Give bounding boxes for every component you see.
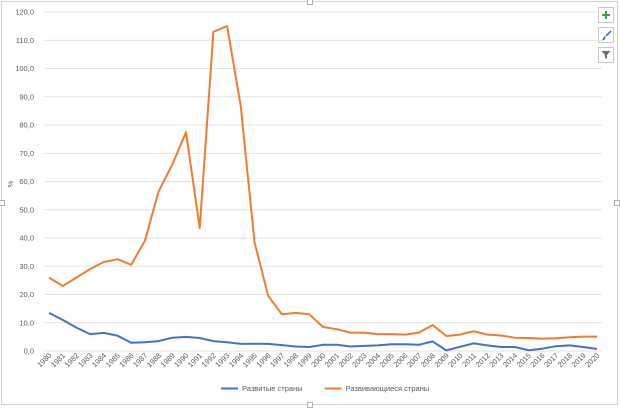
y-tick-label: 20,0 [19,290,34,299]
legend-entry-0: Развитые страны [242,384,303,393]
x-axis-tick-labels: 1980198119821983198419851986198719881989… [35,351,601,369]
y-tick-label: 80,0 [19,121,34,130]
y-tick-label: 40,0 [19,234,34,243]
x-tick-label: 2020 [583,351,601,369]
y-tick-label: 10,0 [19,318,34,327]
resize-handle-top[interactable] [307,0,313,5]
chart-styles-button[interactable] [598,27,614,43]
series-lines [48,25,598,352]
series-line-1 [48,25,597,340]
y-tick-label: 120,0 [15,8,34,17]
gridlines [44,11,602,352]
y-axis-tick-labels: 0,0 10,0 20,0 30,0 40,0 50,0 60,0 70,0 80,0 90,0 1… [15,8,34,356]
y-tick-label: 110,0 [16,36,34,45]
y-tick-label: 90,0 [19,92,34,101]
filter-icon [601,51,611,59]
y-tick-label: 0,0 [24,347,34,356]
y-axis-label: % [6,180,15,187]
chart-filters-button[interactable] [598,47,614,63]
legend: Развитые страны Развивающиеся страны [221,384,429,393]
legend-entry-1: Развивающиеся страны [346,384,430,393]
chart-elements-button[interactable] [598,7,614,23]
y-tick-label: 30,0 [19,262,34,271]
y-tick-label: 100,0 [15,64,34,73]
y-tick-label: 50,0 [19,205,34,214]
series-line-0 [48,312,598,352]
resize-handle-left[interactable] [0,200,5,206]
brush-icon [601,29,612,40]
y-tick-label: 70,0 [19,149,34,158]
y-tick-label: 60,0 [19,177,34,186]
plus-icon [602,11,610,19]
